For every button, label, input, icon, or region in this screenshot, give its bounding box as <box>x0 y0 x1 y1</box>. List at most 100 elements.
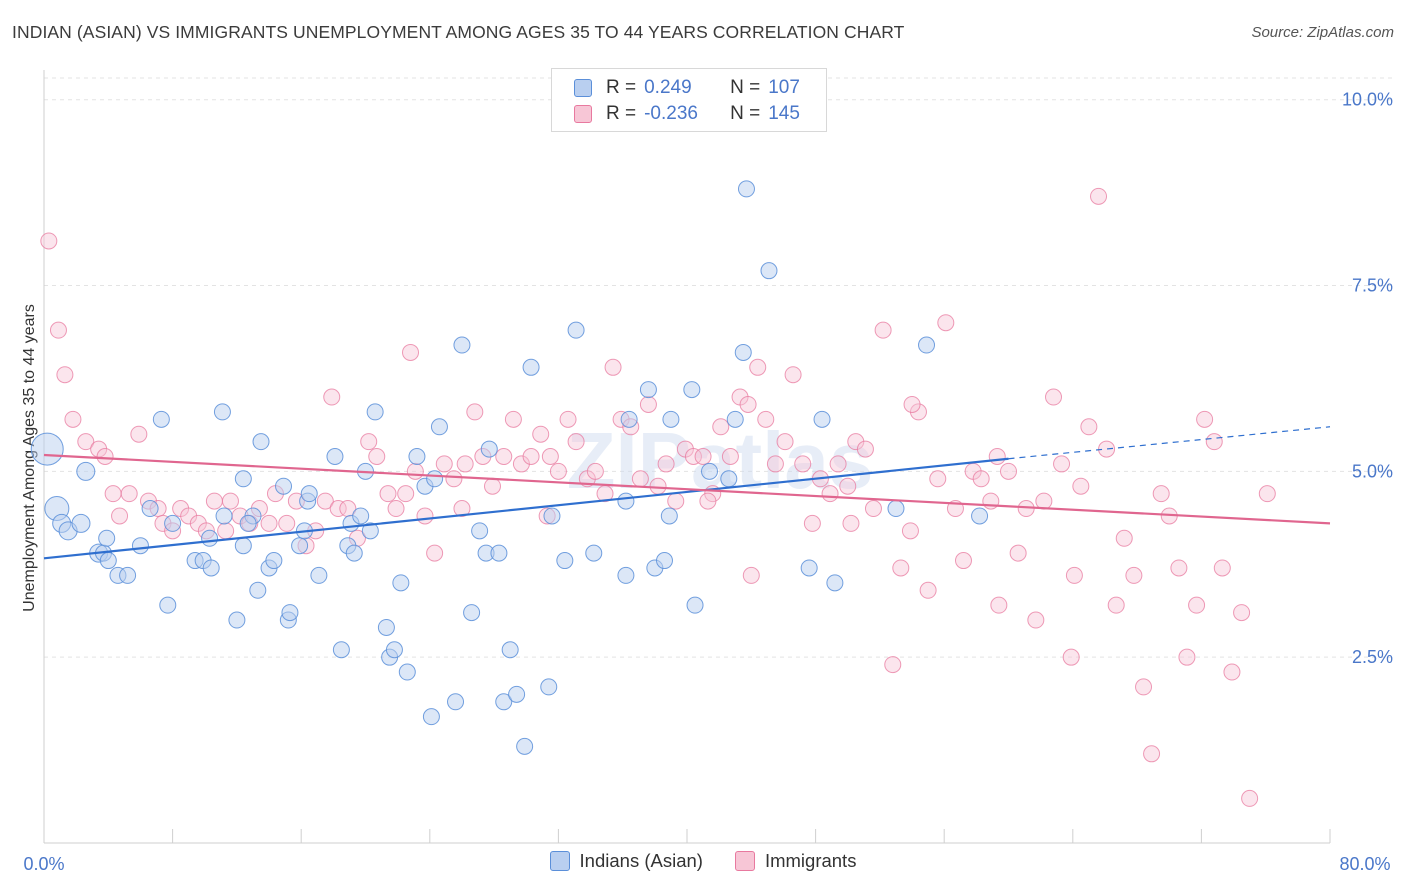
data-point-indians <box>734 343 752 361</box>
legend-label-immigrants: Immigrants <box>764 850 857 871</box>
data-point-indians <box>234 537 252 555</box>
data-point-indians <box>726 410 744 428</box>
data-point-immigrants <box>1170 559 1188 577</box>
data-point-indians <box>453 336 471 354</box>
data-point-immigrants <box>217 522 235 540</box>
data-point-indians <box>201 529 219 547</box>
data-point-immigrants <box>1233 604 1251 622</box>
data-point-immigrants <box>1135 678 1153 696</box>
data-point-indians <box>516 737 534 755</box>
data-point-indians <box>119 566 137 584</box>
data-point-indians <box>215 507 233 525</box>
data-point-immigrants <box>260 514 278 532</box>
data-point-immigrants <box>1072 477 1090 495</box>
data-point-immigrants <box>1009 544 1027 562</box>
data-point-immigrants <box>988 448 1006 465</box>
data-point-indians <box>508 685 526 703</box>
data-point-indians <box>249 581 267 599</box>
data-point-immigrants <box>402 343 420 361</box>
data-point-indians <box>480 440 498 458</box>
data-point-indians <box>234 470 252 488</box>
data-point-immigrants <box>435 455 453 473</box>
data-point-immigrants <box>1000 462 1017 480</box>
data-point-indians <box>463 604 481 622</box>
data-point-immigrants <box>368 448 386 465</box>
legend-swatch-blue <box>549 851 570 871</box>
data-point-immigrants <box>586 462 604 480</box>
data-point-immigrants <box>1115 529 1133 547</box>
data-point-indians <box>377 618 395 636</box>
legend-item-immigrants[interactable]: Immigrants <box>734 850 857 872</box>
data-point-immigrants <box>803 514 821 532</box>
trend-line-indians-extension <box>1008 426 1331 460</box>
data-point-immigrants <box>954 552 972 570</box>
tick-labels: 2.5% 5.0% 7.5% 10.0% 0.0% 80.0% <box>23 90 1393 874</box>
data-point-indians <box>291 537 309 555</box>
data-point-immigrants <box>903 395 921 413</box>
data-point-indians <box>490 544 508 562</box>
data-point-immigrants <box>1213 559 1231 577</box>
data-point-immigrants <box>1107 596 1125 614</box>
data-point-immigrants <box>649 477 667 495</box>
data-point-immigrants <box>842 514 860 532</box>
data-point-immigrants <box>40 232 58 250</box>
x-tick-label: 0.0% <box>23 854 64 874</box>
data-point-immigrants <box>387 500 405 518</box>
data-point-immigrants <box>221 492 239 510</box>
data-point-indians <box>720 470 738 488</box>
data-point-immigrants <box>631 470 649 488</box>
data-point-indians <box>556 552 574 570</box>
data-point-indians <box>800 559 818 577</box>
data-point-immigrants <box>749 358 767 376</box>
x-tick-label: 80.0% <box>1339 854 1390 874</box>
data-point-immigrants <box>794 455 812 473</box>
data-point-indians <box>447 693 465 711</box>
source-label: Source: ZipAtlas.com <box>1251 24 1394 41</box>
data-point-immigrants <box>495 448 513 465</box>
data-point-indians <box>131 537 149 555</box>
data-point-immigrants <box>972 470 990 488</box>
data-point-immigrants <box>483 477 501 495</box>
data-point-immigrants <box>839 477 857 495</box>
data-point-immigrants <box>901 522 919 540</box>
data-point-indians <box>202 559 220 577</box>
data-point-immigrants <box>776 433 794 451</box>
data-point-indians <box>701 462 719 480</box>
legend-n-label: N = <box>730 103 761 124</box>
data-point-immigrants <box>329 500 347 518</box>
data-point-indians <box>422 708 440 726</box>
data-point-indians <box>265 552 283 570</box>
data-point-immigrants <box>892 559 910 577</box>
y-tick-label: 5.0% <box>1352 461 1393 481</box>
data-point-immigrants <box>1090 187 1108 205</box>
data-point-immigrants <box>929 470 947 488</box>
data-point-immigrants <box>445 470 463 488</box>
y-tick-label: 2.5% <box>1352 647 1393 667</box>
data-point-immigrants <box>937 314 955 332</box>
data-point-immigrants <box>684 448 702 465</box>
data-point-immigrants <box>466 403 484 421</box>
data-point-indians <box>252 433 270 451</box>
data-point-indians <box>398 663 416 681</box>
data-point-immigrants <box>96 448 114 465</box>
data-point-immigrants <box>1188 596 1206 614</box>
data-point-indians <box>228 611 246 629</box>
data-point-indians <box>352 507 370 525</box>
data-point-immigrants <box>1223 663 1241 681</box>
data-point-indians <box>99 552 117 570</box>
data-point-immigrants <box>278 514 296 532</box>
trend-line-indians <box>43 457 1009 560</box>
data-point-immigrants <box>1152 485 1170 503</box>
data-point-indians <box>683 381 701 399</box>
data-point-immigrants <box>604 358 622 376</box>
data-point-immigrants <box>1098 440 1116 458</box>
grid-lines <box>44 77 1392 658</box>
data-point-indians <box>392 574 410 592</box>
data-point-immigrants <box>757 410 775 428</box>
legend-row-pink: R = -0.236 N = 145 <box>574 102 800 126</box>
data-point-indians <box>408 448 426 465</box>
data-point-indians <box>366 403 384 421</box>
data-point-immigrants <box>1053 455 1071 473</box>
data-point-immigrants <box>56 366 74 384</box>
legend-item-indians[interactable]: Indians (Asian) <box>549 850 703 872</box>
